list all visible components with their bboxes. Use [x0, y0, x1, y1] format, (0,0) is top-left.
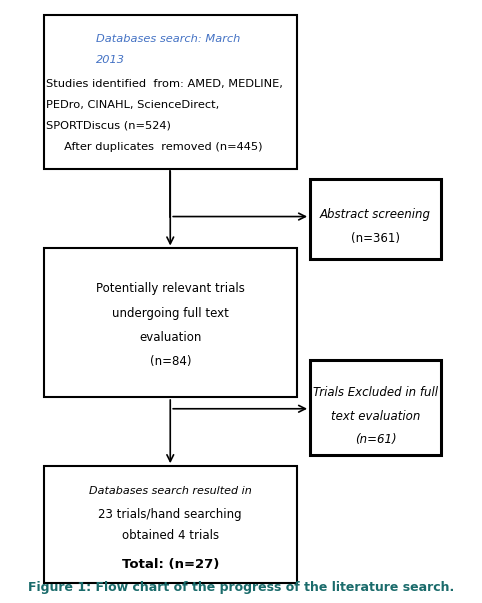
Text: Databases search: March: Databases search: March — [96, 34, 241, 44]
Text: (n=361): (n=361) — [351, 233, 400, 245]
Text: text evaluation: text evaluation — [331, 410, 420, 423]
Bar — [310, 179, 441, 259]
Bar — [43, 248, 297, 397]
Text: Figure 1: Flow chart of the progress of the literature search.: Figure 1: Flow chart of the progress of … — [28, 581, 454, 593]
Text: evaluation: evaluation — [139, 331, 201, 344]
Text: Trials Excluded in full: Trials Excluded in full — [313, 387, 438, 399]
Text: undergoing full text: undergoing full text — [112, 307, 228, 320]
Text: (n=84): (n=84) — [149, 355, 191, 368]
Text: Potentially relevant trials: Potentially relevant trials — [96, 282, 245, 295]
Text: Total: (n=27): Total: (n=27) — [121, 558, 219, 572]
Text: Studies identified  from: AMED, MEDLINE,: Studies identified from: AMED, MEDLINE, — [46, 78, 283, 89]
Text: 23 trials/hand searching: 23 trials/hand searching — [98, 508, 242, 520]
Text: obtained 4 trials: obtained 4 trials — [121, 529, 219, 541]
Text: SPORTDiscus (n=524): SPORTDiscus (n=524) — [46, 121, 171, 131]
Text: PEDro, CINAHL, ScienceDirect,: PEDro, CINAHL, ScienceDirect, — [46, 99, 219, 110]
Text: 2013: 2013 — [96, 55, 125, 65]
Bar — [43, 15, 297, 169]
Bar — [310, 360, 441, 455]
Text: After duplicates  removed (n=445): After duplicates removed (n=445) — [46, 142, 263, 152]
Text: (n=61): (n=61) — [355, 433, 396, 446]
Text: Abstract screening: Abstract screening — [320, 208, 431, 221]
Bar — [43, 466, 297, 583]
Text: Databases search resulted in: Databases search resulted in — [89, 486, 252, 496]
